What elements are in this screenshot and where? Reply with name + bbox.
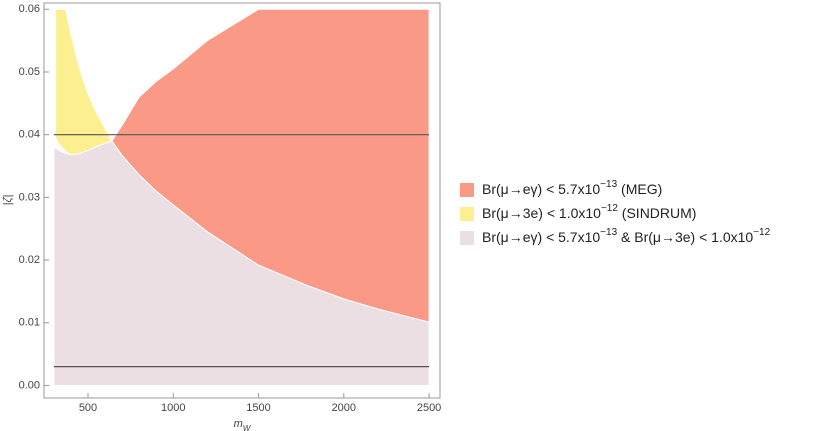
legend-label: Br(μ→3e) < 1.0x10−12 (SINDRUM) [482,203,696,221]
plot-frame [43,2,441,399]
text-run: m [234,418,243,430]
legend-swatch [460,207,474,221]
region [111,8,430,323]
x-axis-label: mW [234,418,252,431]
legend-swatch [460,183,474,197]
y-tick-label: 0.05 [19,66,40,78]
y-tick-label: 0.03 [19,191,40,203]
text-run: Br(μ→3e) < 1.0x10 [482,205,601,221]
x-tick-label: 2000 [332,402,356,414]
text-run: (MEG) [617,181,662,197]
text-run: −12 [753,227,770,238]
region [55,8,113,156]
y-tick-label: 0.01 [19,317,40,329]
x-tick-label: 1000 [161,402,185,414]
legend-label: Br(μ→eγ) < 5.7x10−13 & Br(μ→3e) < 1.0x10… [482,227,771,245]
y-axis-label: |ζ| [2,194,14,205]
text-run: Br(μ→eγ) < 5.7x10 [482,229,600,245]
legend: Br(μ→eγ) < 5.7x10−13 (MEG)Br(μ→3e) < 1.0… [460,179,771,245]
y-tick-label: 0.02 [19,254,40,266]
x-tick-label: 1500 [246,402,270,414]
legend-swatch [460,231,474,245]
text-run: & Br(μ→3e) < 1.0x10 [617,229,753,245]
y-tick-label: 0.00 [19,379,40,391]
text-run: W [243,424,252,431]
text-run: −13 [600,227,617,238]
x-tick-label: 2500 [417,402,441,414]
y-tick-label: 0.04 [19,129,40,141]
y-tick-label: 0.06 [19,3,40,15]
text-run: Br(μ→eγ) < 5.7x10 [482,181,600,197]
legend-label: Br(μ→eγ) < 5.7x10−13 (MEG) [482,179,662,197]
text-run: −13 [600,179,617,190]
x-tick-label: 500 [79,402,97,414]
text-run: −12 [601,203,618,214]
text-run: (SINDRUM) [618,205,697,221]
